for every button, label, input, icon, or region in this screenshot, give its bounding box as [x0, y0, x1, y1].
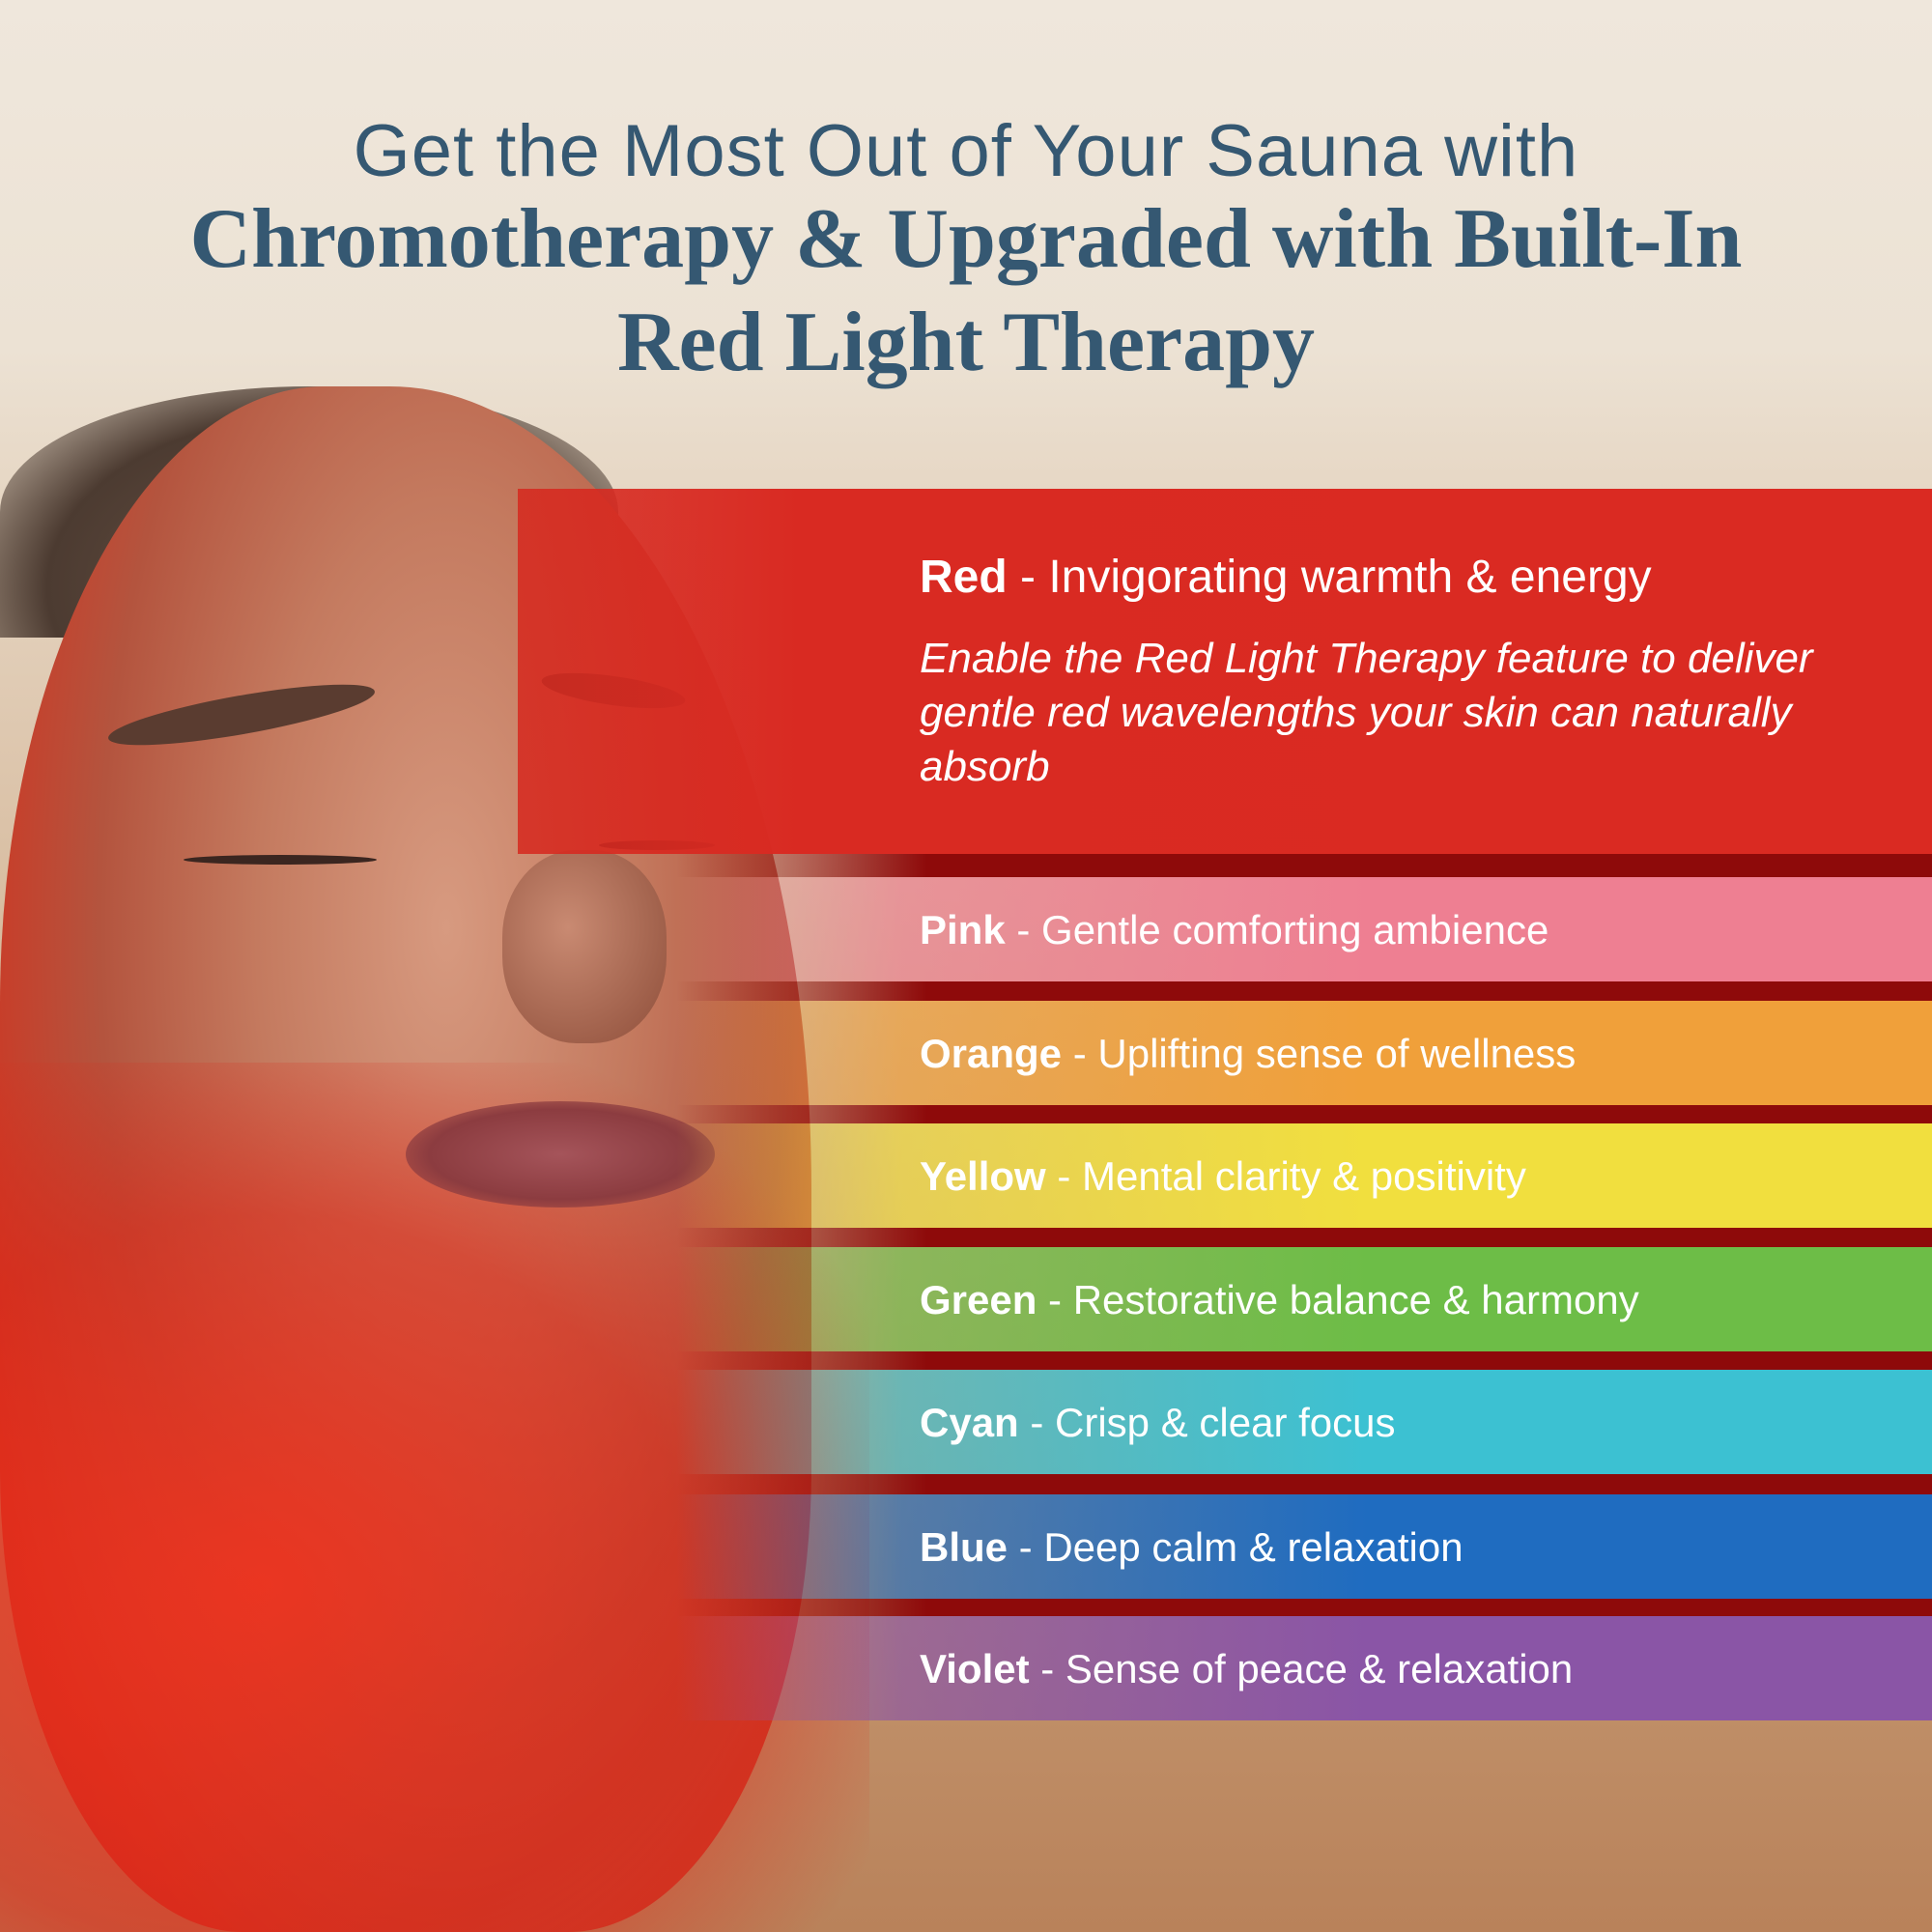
color-label: Cyan - Crisp & clear focus — [920, 1399, 1395, 1447]
separator: - — [1005, 907, 1042, 952]
band-divider — [676, 1228, 1932, 1247]
color-name: Yellow — [920, 1153, 1046, 1199]
band-divider — [676, 981, 1932, 1001]
closed-eye — [184, 855, 377, 865]
band-divider — [676, 854, 1932, 877]
color-band-yellow: Yellow - Mental clarity & positivity — [676, 1123, 1932, 1228]
color-name: Red — [920, 552, 1008, 603]
color-label: Green - Restorative balance & harmony — [920, 1276, 1639, 1324]
color-band-pink: Pink - Gentle comforting ambience — [676, 877, 1932, 981]
color-benefit: Gentle comforting ambience — [1041, 907, 1549, 952]
separator: - — [1007, 552, 1049, 603]
color-band-orange: Orange - Uplifting sense of wellness — [676, 1001, 1932, 1105]
band-divider — [676, 1351, 1932, 1370]
separator: - — [1008, 1524, 1044, 1570]
color-band-blue: Blue - Deep calm & relaxation — [676, 1494, 1932, 1599]
color-name: Blue — [920, 1524, 1009, 1570]
color-benefit: Sense of peace & relaxation — [1065, 1646, 1574, 1691]
nose — [502, 850, 667, 1043]
color-benefit: Mental clarity & positivity — [1082, 1153, 1526, 1199]
separator: - — [1029, 1646, 1065, 1691]
color-benefit: Uplifting sense of wellness — [1097, 1031, 1577, 1076]
color-name: Cyan — [920, 1400, 1019, 1445]
separator: - — [1045, 1153, 1083, 1199]
band-divider — [676, 1105, 1932, 1123]
red-description: Enable the Red Light Therapy feature to … — [920, 635, 1813, 790]
band-divider — [676, 1599, 1932, 1616]
color-band-green: Green - Restorative balance & harmony — [676, 1247, 1932, 1351]
color-label: Pink - Gentle comforting ambience — [920, 906, 1548, 954]
separator: - — [1037, 1277, 1073, 1322]
headline-line2: Chromotherapy & Upgraded with Built-In — [189, 192, 1743, 286]
headline-line3: Red Light Therapy — [616, 296, 1316, 389]
color-label: Yellow - Mental clarity & positivity — [920, 1152, 1526, 1201]
color-label: Violet - Sense of peace & relaxation — [920, 1645, 1573, 1693]
color-band-violet: Violet - Sense of peace & relaxation — [676, 1616, 1932, 1720]
color-label: Orange - Uplifting sense of wellness — [920, 1030, 1576, 1078]
separator: - — [1018, 1400, 1056, 1445]
color-benefit: Deep calm & relaxation — [1043, 1524, 1463, 1570]
red-light-band: Red - Invigorating warmth & energy Enabl… — [518, 489, 1932, 854]
color-benefit: Crisp & clear focus — [1055, 1400, 1396, 1445]
color-name: Violet — [920, 1646, 1030, 1691]
color-name: Pink — [920, 907, 1006, 952]
band-divider — [676, 1474, 1932, 1494]
color-name: Green — [920, 1277, 1037, 1322]
red-heading: Red - Invigorating warmth & energy — [920, 549, 1652, 607]
color-band-cyan: Cyan - Crisp & clear focus — [676, 1370, 1932, 1474]
color-label: Blue - Deep calm & relaxation — [920, 1523, 1463, 1572]
color-benefit: Invigorating warmth & energy — [1048, 552, 1652, 603]
color-name: Orange — [920, 1031, 1063, 1076]
separator: - — [1062, 1031, 1098, 1076]
color-benefit: Restorative balance & harmony — [1072, 1277, 1639, 1322]
headline-line1: Get the Most Out of Your Sauna with — [353, 110, 1579, 192]
lips — [406, 1101, 715, 1208]
